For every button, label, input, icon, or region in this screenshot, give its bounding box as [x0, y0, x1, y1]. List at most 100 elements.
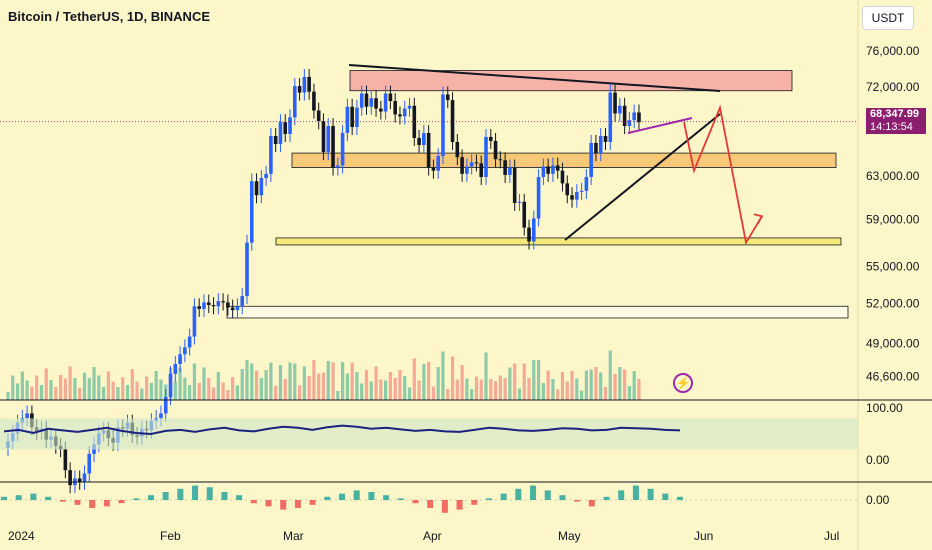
hist-bar-30	[441, 500, 448, 513]
volume-bar-8	[44, 368, 48, 400]
candle-120	[579, 190, 584, 192]
candle-116	[560, 170, 565, 184]
candle-36	[178, 354, 182, 364]
candle-86	[417, 137, 421, 145]
candle-61	[297, 86, 302, 93]
candle-75	[364, 93, 369, 107]
candle-100	[484, 136, 488, 177]
candle-33	[163, 397, 168, 414]
volume-bar-90	[436, 367, 440, 400]
osc-tick-label-0: 100.00	[866, 401, 903, 415]
candle-113	[546, 166, 550, 174]
candle-4	[25, 413, 29, 418]
hist-bar-46	[677, 496, 683, 500]
candle-68	[331, 126, 335, 168]
candle-84	[407, 105, 412, 109]
y-tick-label-1: 72,000.00	[866, 80, 920, 94]
y-tick-label-7: 46,600.00	[866, 370, 920, 384]
last-price-tag: 68,347.99 14:13:54	[866, 108, 926, 134]
volume-bar-3	[20, 371, 24, 400]
volume-bar-76	[369, 381, 373, 400]
hist-bar-3	[45, 496, 52, 500]
volume-bar-28	[140, 388, 144, 400]
volume-bar-64	[312, 360, 316, 400]
volume-bar-115	[556, 389, 560, 400]
volume-bar-17	[87, 378, 91, 400]
hist-bar-9	[133, 498, 140, 500]
hist-tick-label-0: 0.00	[866, 493, 890, 507]
x-tick-label-3: Apr	[423, 529, 442, 543]
x-tick-label-1: Feb	[160, 529, 181, 543]
bolt-icon[interactable]: ⚡	[673, 373, 693, 393]
candle-60	[293, 86, 297, 118]
candle-82	[398, 114, 402, 117]
candle-132	[637, 112, 641, 123]
candle-78	[379, 108, 383, 112]
hist-bar-1	[15, 495, 22, 500]
candle-98	[474, 162, 479, 164]
volume-bar-51	[250, 363, 254, 400]
volume-bar-45	[221, 382, 225, 400]
hist-bar-22	[324, 496, 331, 500]
candle-64	[312, 91, 316, 111]
hist-bar-13	[192, 485, 199, 500]
candle-101	[488, 136, 493, 141]
hist-bar-35	[515, 488, 522, 500]
candle-105	[508, 167, 512, 175]
volume-bar-32	[159, 379, 163, 400]
hist-bar-15	[221, 492, 228, 500]
volume-bar-7	[39, 385, 44, 400]
volume-bar-11	[58, 375, 63, 400]
volume-bar-15	[78, 388, 82, 400]
hist-bar-43	[632, 485, 639, 500]
volume-bar-1	[11, 375, 15, 400]
candle-131	[632, 112, 636, 121]
hist-bar-0	[1, 496, 7, 500]
candle-112	[541, 166, 546, 177]
candle-83	[402, 108, 407, 117]
candle-127	[613, 92, 617, 114]
volume-bar-6	[35, 375, 39, 400]
price-zone-2	[275, 237, 842, 246]
volume-bar-112	[541, 383, 545, 400]
currency-button[interactable]: USDT	[862, 6, 914, 30]
volume-bar-20	[102, 387, 106, 400]
volume-bar-24	[121, 377, 125, 400]
hist-bar-23	[339, 493, 345, 500]
volume-bar-67	[326, 361, 330, 400]
candle-54	[264, 173, 268, 179]
candle-126	[608, 92, 613, 142]
y-tick-label-0: 76,000.00	[866, 44, 920, 58]
volume-bar-114	[551, 379, 555, 400]
volume-bar-41	[202, 367, 206, 400]
volume-bar-80	[388, 372, 392, 400]
x-tick-label-6: Jul	[824, 529, 839, 543]
volume-bar-82	[398, 370, 402, 400]
volume-bar-61	[297, 385, 302, 400]
volume-bar-74	[360, 383, 364, 400]
volume-bar-19	[97, 375, 101, 400]
hist-bar-25	[368, 492, 375, 500]
volume-bar-4	[25, 380, 29, 400]
last-price-value: 68,347.99	[870, 108, 919, 120]
price-zone-1	[291, 152, 837, 168]
volume-bar-83	[403, 376, 407, 400]
oscillator-line	[3, 424, 681, 436]
bar-countdown: 14:13:54	[870, 121, 913, 133]
volume-bar-66	[321, 372, 326, 400]
x-tick-label-5: Jun	[694, 529, 713, 543]
candle-115	[555, 165, 560, 171]
volume-bar-110	[532, 360, 536, 400]
candle-71	[345, 106, 350, 133]
volume-bar-22	[111, 381, 115, 400]
candle-124	[598, 135, 603, 154]
volume-bar-27	[135, 381, 139, 400]
volume-bar-99	[479, 379, 483, 400]
volume-bar-79	[384, 380, 388, 400]
hist-bar-14	[206, 487, 213, 500]
volume-bar-59	[288, 362, 292, 400]
volume-bar-40	[197, 383, 201, 400]
volume-bar-47	[231, 377, 235, 400]
volume-bar-10	[54, 387, 58, 400]
